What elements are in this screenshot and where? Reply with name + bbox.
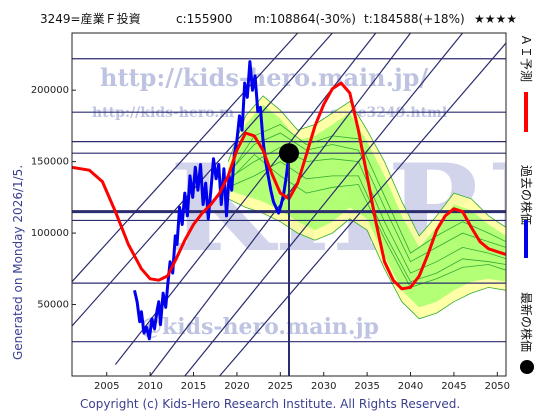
y-tick-label-150000: 150000 (31, 157, 69, 168)
x-tick-label-2040: 2040 (398, 381, 423, 392)
series-ai (72, 81, 506, 291)
channel-line-4 (184, 33, 464, 376)
copyright: Copyright (c) Kids-Hero Research Institu… (80, 397, 460, 411)
x-tick-label-2050: 2050 (485, 381, 510, 392)
generated-date: Generated on Monday 2026/1/5. (11, 165, 25, 360)
y-tick-label-200000: 200000 (31, 85, 69, 96)
watermark-url-left: http://kids-hero.m (92, 105, 234, 121)
x-tick-label-2045: 2045 (441, 381, 466, 392)
band-edge-1 (228, 198, 506, 320)
y-tick-label-50000: 50000 (37, 300, 69, 311)
plot-frame (71, 32, 507, 377)
channel-line-0 (72, 33, 299, 283)
x-tick-label-2005: 2005 (94, 381, 119, 392)
header-current: c:155900 (176, 12, 232, 26)
x-tick-label-2020: 2020 (224, 381, 249, 392)
x-tick-label-2025: 2025 (268, 381, 293, 392)
x-tick-label-2010: 2010 (137, 381, 162, 392)
watermark-url: http://kids-hero.main.jp/ (100, 63, 428, 92)
header-ticker: 3249=産業Ｆ投資 (40, 11, 141, 26)
header-target: t:184588(+18%) (364, 12, 465, 26)
latest-point (279, 143, 299, 164)
legend: ＡＩ予測 過去の株価 最新の株価 (519, 34, 534, 374)
legend-latest-label: 最新の株価 (519, 292, 534, 352)
x-axis: 2005 2010 2015 2020 2025 2030 2035 2040 2045 2050 (94, 372, 510, 392)
legend-latest-swatch (520, 360, 534, 374)
header-stars: ★★★★ (474, 12, 517, 26)
latest-price-marker (279, 143, 299, 164)
legend-ai-label: ＡＩ予測 (519, 34, 533, 82)
price-series (72, 60, 506, 341)
band-line-4 (227, 124, 506, 254)
x-tick-label-2030: 2030 (311, 381, 336, 392)
band-edge-0 (227, 95, 506, 237)
band-line-2 (227, 132, 506, 263)
channel-line-5 (219, 42, 506, 376)
legend-past-label: 過去の株価 (519, 165, 534, 225)
header-min: m:108864(-30%) (254, 12, 356, 26)
y-axis: 50000 100000 150000 200000 (31, 85, 76, 311)
y-tick-label-100000: 100000 (31, 228, 69, 239)
x-tick-label-2015: 2015 (181, 381, 206, 392)
watermark-email: @kids-hero.main.jp (140, 314, 379, 340)
x-tick-label-2035: 2035 (354, 381, 379, 392)
